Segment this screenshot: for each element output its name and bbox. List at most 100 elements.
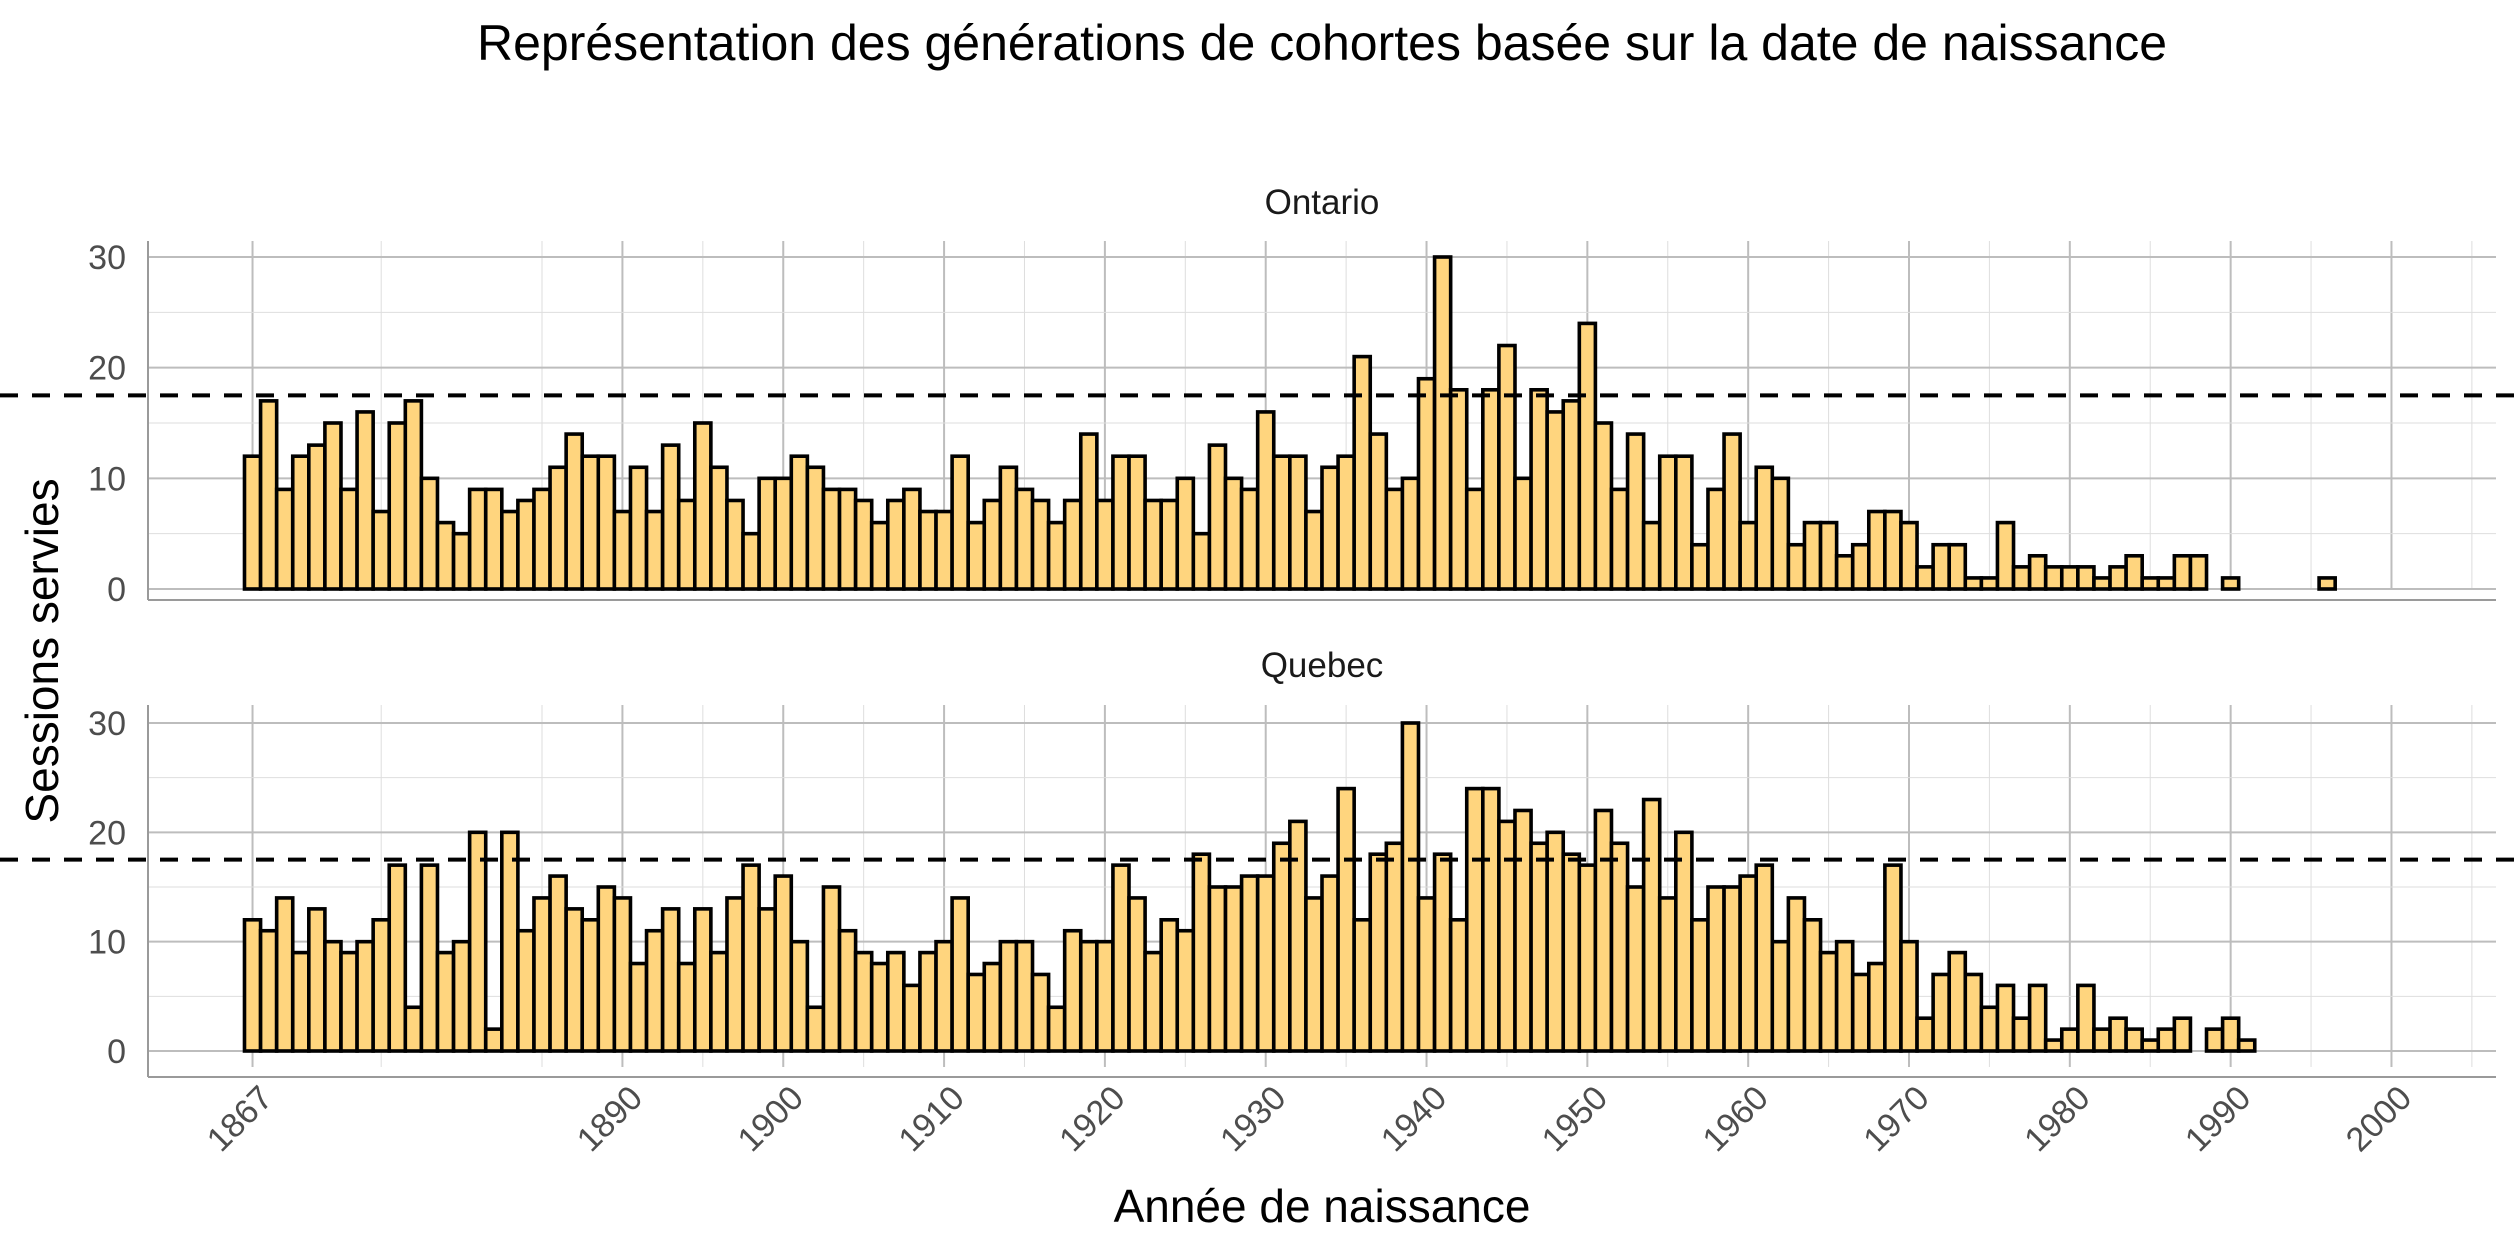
bar [1271,841,1292,1053]
bar [1320,874,1340,1053]
bar [596,454,617,591]
bar [725,896,745,1053]
bar [2220,576,2241,591]
bar [2140,576,2161,591]
bar [290,950,311,1053]
x-axis: 1867 1890 1900 1910 1920 1930 1940 1950 1960 1970… [200,1079,2419,1159]
bar [934,509,954,591]
bar [1706,885,1726,1053]
x-tick-label: 1980 [2017,1079,2097,1159]
bar [1400,721,1421,1053]
y-tick-label: 20 [88,814,126,852]
bar [2140,1038,2161,1053]
bar [1899,520,1919,591]
bar [258,399,279,591]
bar [757,907,777,1053]
bar [2172,1016,2193,1053]
bar [1030,498,1051,591]
bar [1448,917,1469,1053]
bar [1078,939,1099,1053]
bar [403,399,424,591]
bar [1014,487,1035,591]
bar [1239,487,1260,591]
bar [1770,939,1791,1053]
x-tick-label: 1940 [1374,1079,1454,1159]
bar [1464,786,1485,1053]
bar [2059,565,2080,591]
bar [821,885,842,1053]
bar [1641,797,1662,1053]
bar [307,443,327,591]
bar [1786,542,1807,591]
bar [660,443,681,591]
panel-ontario: Ontario 0 10 20 30 [0,183,2519,609]
bar [323,939,343,1053]
chart-panels: Ontario 0 10 20 30 Quebec 0 10 20 30 [0,183,2519,1078]
bar [1577,863,1598,1053]
bar [644,509,665,591]
bar [1899,939,1919,1053]
bar [274,896,295,1053]
x-tick-label: 1970 [1856,1079,1936,1159]
bar [1674,454,1694,591]
bar [387,863,408,1053]
x-tick-label: 1867 [200,1079,280,1159]
bar [1481,786,1501,1053]
bar [934,939,954,1053]
x-tick-label: 1990 [2178,1079,2258,1159]
bar [612,509,633,591]
bar [1593,421,1614,591]
bar [2124,553,2144,591]
bar [451,531,472,591]
bar [1513,476,1533,591]
bar [1609,841,1630,1053]
bar [2011,565,2032,591]
bar [1657,454,1678,591]
bar [982,961,1003,1053]
bar [2092,1027,2112,1053]
bar [773,874,794,1053]
bar [419,863,440,1053]
bar [1191,531,1212,591]
bar [274,487,295,591]
bar [885,498,906,591]
bar [403,1005,424,1053]
bar [1223,885,1244,1053]
bar [773,476,794,591]
bar [1866,509,1887,591]
bar [2188,553,2209,591]
bar [532,896,552,1053]
bar [1336,786,1356,1053]
bar [2027,553,2048,591]
bar [516,498,536,591]
bar [918,509,938,591]
bar [1625,885,1646,1053]
bar [1738,520,1759,591]
bar [628,465,649,591]
bar [1947,950,1968,1053]
bar [339,487,359,591]
bar [1416,896,1437,1053]
bar [1995,983,2016,1053]
bar [1223,476,1244,591]
bar [757,476,777,591]
bar [500,509,520,591]
bar [548,465,568,591]
bar [1111,863,1131,1053]
y-axis-title: Sessions servies [16,478,68,823]
bar [1915,1016,1935,1053]
bars [242,255,2337,591]
bar [1690,542,1710,591]
x-tick-label: 1900 [731,1079,811,1159]
panel-strip-label: Quebec [1261,646,1384,685]
bar [805,465,826,591]
bar [467,487,488,591]
y-tick-label: 30 [88,239,126,277]
bar [676,961,697,1053]
bar [1931,972,1951,1053]
bar [2172,553,2193,591]
bar [1722,885,1742,1053]
bar [869,520,890,591]
bar [676,498,697,591]
bar [1432,255,1453,591]
